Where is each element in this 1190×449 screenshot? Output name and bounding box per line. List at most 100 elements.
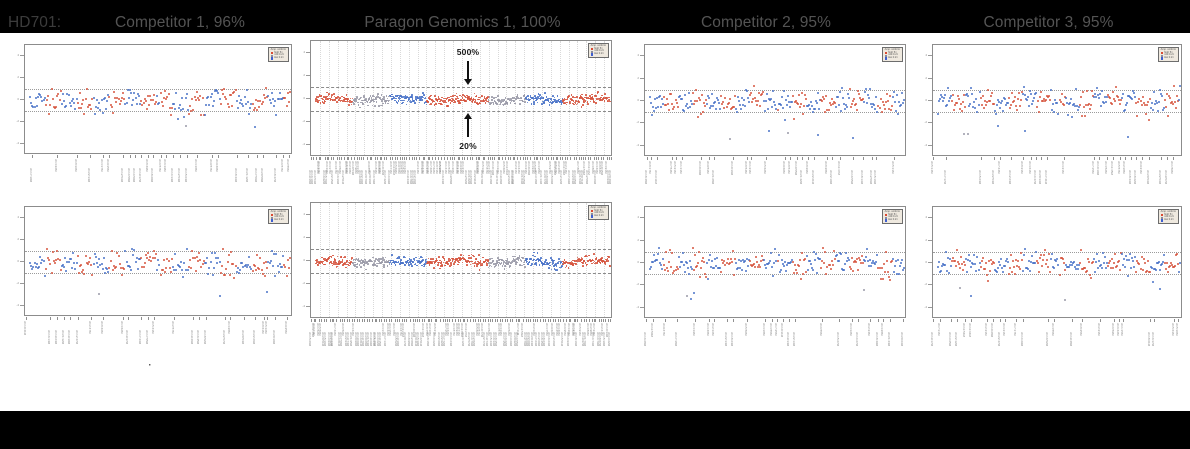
- data-point: [271, 98, 274, 101]
- data-point: [561, 100, 564, 103]
- data-point: [391, 254, 394, 256]
- data-point: [439, 259, 442, 262]
- data-point: [167, 260, 170, 263]
- data-point: [203, 261, 206, 264]
- data-point: [1038, 271, 1041, 274]
- data-point: [388, 259, 390, 262]
- data-point: [472, 262, 475, 265]
- data-point: [142, 101, 145, 104]
- x-axis-tick: [1047, 157, 1049, 160]
- vertical-gridline: [541, 203, 543, 317]
- data-point: [836, 95, 839, 98]
- data-point: [480, 262, 483, 265]
- data-point: [346, 98, 348, 101]
- data-point: [1066, 114, 1069, 117]
- outlier-data-point: [1024, 130, 1027, 133]
- data-point: [53, 106, 56, 109]
- data-point: [712, 105, 715, 108]
- data-point: [497, 257, 499, 259]
- data-point: [1171, 102, 1174, 105]
- data-point: [436, 261, 439, 264]
- data-point: [597, 91, 599, 93]
- x-axis-tick-label: chr19:46M: [189, 330, 194, 345]
- data-point: [576, 96, 578, 99]
- data-point: [601, 94, 603, 97]
- data-point: [744, 269, 747, 272]
- data-point: [100, 262, 103, 265]
- data-point: [550, 268, 553, 271]
- data-point: [335, 261, 338, 264]
- data-point: [125, 102, 128, 105]
- data-point: [952, 257, 955, 260]
- data-point: [696, 115, 699, 118]
- data-point: [420, 99, 423, 101]
- data-point: [140, 99, 143, 102]
- data-point: [246, 101, 249, 104]
- data-point: [211, 105, 214, 108]
- data-point: [279, 97, 282, 100]
- x-axis-tick-label: chr2:16M: [710, 323, 715, 336]
- annotation-upper-bound: 500%: [456, 47, 480, 57]
- data-point: [477, 261, 480, 264]
- data-point: [566, 262, 569, 265]
- y-axis-tick-label: -2: [16, 119, 19, 123]
- data-point: [444, 100, 447, 102]
- x-axis-tick: [588, 157, 590, 160]
- data-point: [330, 98, 332, 101]
- data-point: [76, 255, 79, 258]
- data-point: [1001, 270, 1004, 273]
- y-axis-tick-label: 2: [637, 237, 639, 242]
- legend-swatch-icon: [884, 54, 888, 58]
- data-point: [673, 106, 676, 109]
- data-point: [321, 262, 324, 264]
- data-point: [214, 251, 217, 254]
- data-point: [531, 259, 534, 262]
- data-point: [605, 96, 607, 99]
- data-point: [665, 251, 668, 254]
- x-axis-tick-label: chr1:50M: [1169, 161, 1174, 174]
- data-point: [1043, 254, 1046, 257]
- data-point: [944, 94, 947, 96]
- data-point: [491, 257, 493, 260]
- x-axis-tick: [377, 157, 379, 160]
- data-point: [659, 262, 662, 265]
- data-point: [510, 260, 513, 263]
- data-point: [729, 108, 732, 111]
- data-point: [479, 96, 482, 99]
- data-point: [451, 257, 453, 260]
- x-axis-tick-label: chr9:21M: [1138, 161, 1143, 174]
- data-point: [1000, 99, 1003, 102]
- data-point: [670, 92, 673, 95]
- data-point: [57, 93, 60, 96]
- data-point: [345, 263, 347, 266]
- data-point: [1040, 253, 1043, 256]
- data-point: [1099, 92, 1101, 95]
- x-axis-tick: [562, 157, 564, 160]
- data-point: [826, 266, 829, 269]
- x-axis-tick: [174, 317, 176, 320]
- data-point: [400, 96, 403, 98]
- x-axis-tick: [994, 157, 996, 160]
- data-point: [759, 104, 762, 107]
- data-point: [84, 255, 87, 258]
- data-point: [1109, 96, 1112, 99]
- data-point: [460, 95, 463, 98]
- data-point: [358, 97, 361, 100]
- data-point: [1175, 253, 1178, 256]
- data-point: [424, 263, 426, 265]
- data-point: [522, 261, 525, 264]
- data-point: [948, 272, 951, 275]
- data-point: [705, 98, 708, 101]
- data-point: [846, 256, 849, 259]
- data-point: [383, 258, 386, 261]
- x-axis-tick: [367, 157, 369, 160]
- data-point: [536, 258, 538, 261]
- data-point: [315, 98, 318, 100]
- x-axis-tick: [479, 157, 481, 160]
- data-point: [987, 259, 990, 262]
- data-point: [587, 97, 590, 99]
- data-point: [998, 264, 1001, 267]
- data-point: [341, 261, 343, 263]
- data-point: [1014, 259, 1017, 262]
- data-point: [993, 269, 996, 272]
